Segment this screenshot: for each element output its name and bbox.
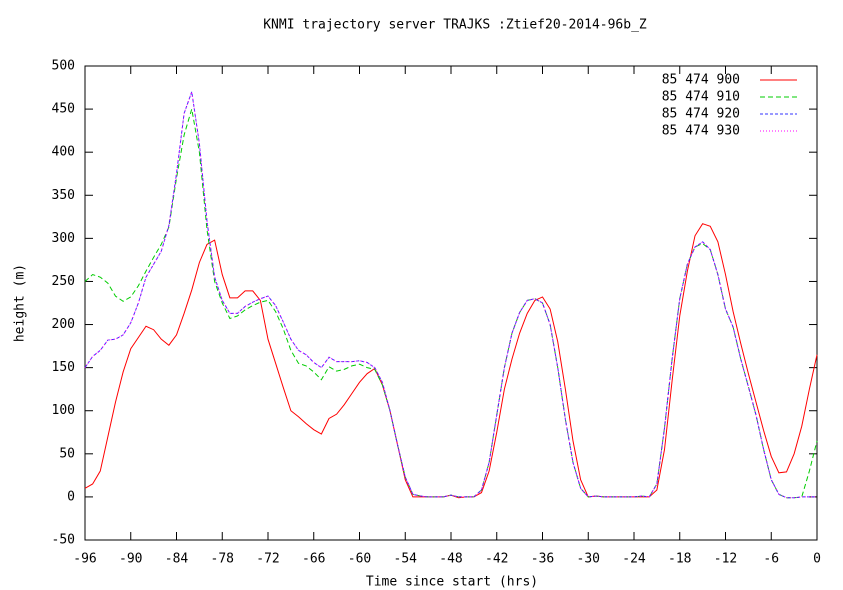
x-tick-label: -24: [622, 552, 646, 567]
legend-label: 85 474 930: [662, 124, 740, 139]
y-tick-label: 0: [67, 489, 75, 504]
legend-label: 85 474 920: [662, 107, 740, 122]
y-tick-label: 150: [52, 360, 75, 375]
x-tick-label: -60: [348, 552, 371, 567]
y-tick-label: 500: [52, 59, 75, 74]
x-axis-label: Time since start (hrs): [366, 575, 538, 590]
y-tick-label: 400: [52, 145, 75, 160]
y-tick-label: 450: [52, 102, 75, 117]
x-tick-label: -78: [211, 552, 234, 567]
x-tick-label: -30: [577, 552, 600, 567]
chart-title: KNMI trajectory server TRAJKS :Ztief20-2…: [263, 18, 647, 33]
y-tick-label: 350: [52, 188, 75, 203]
x-tick-label: -42: [485, 552, 508, 567]
y-tick-label: 250: [52, 274, 75, 289]
y-tick-label: 50: [59, 446, 75, 461]
x-tick-label: -90: [119, 552, 142, 567]
series-line: [84, 91, 817, 499]
x-tick-label: -66: [302, 552, 325, 567]
series-line: [84, 108, 818, 499]
legend-label: 85 474 900: [662, 73, 740, 88]
x-tick-label: -18: [668, 552, 691, 567]
x-tick-label: -6: [763, 552, 779, 567]
series-line: [84, 223, 818, 499]
x-tick-label: -12: [714, 552, 737, 567]
x-tick-label: -48: [439, 552, 462, 567]
y-axis-label: height (m): [13, 264, 28, 342]
series-line: [84, 91, 817, 499]
x-tick-label: -54: [394, 552, 418, 567]
x-tick-label: -84: [165, 552, 189, 567]
y-tick-label: 200: [52, 317, 75, 332]
legend-label: 85 474 910: [662, 90, 740, 105]
x-tick-label: -72: [256, 552, 279, 567]
y-tick-label: 100: [52, 403, 75, 418]
x-tick-label: 0: [813, 552, 821, 567]
x-tick-label: -96: [73, 552, 96, 567]
y-tick-label: -50: [52, 533, 75, 548]
x-tick-label: -36: [531, 552, 554, 567]
y-tick-label: 300: [52, 231, 75, 246]
